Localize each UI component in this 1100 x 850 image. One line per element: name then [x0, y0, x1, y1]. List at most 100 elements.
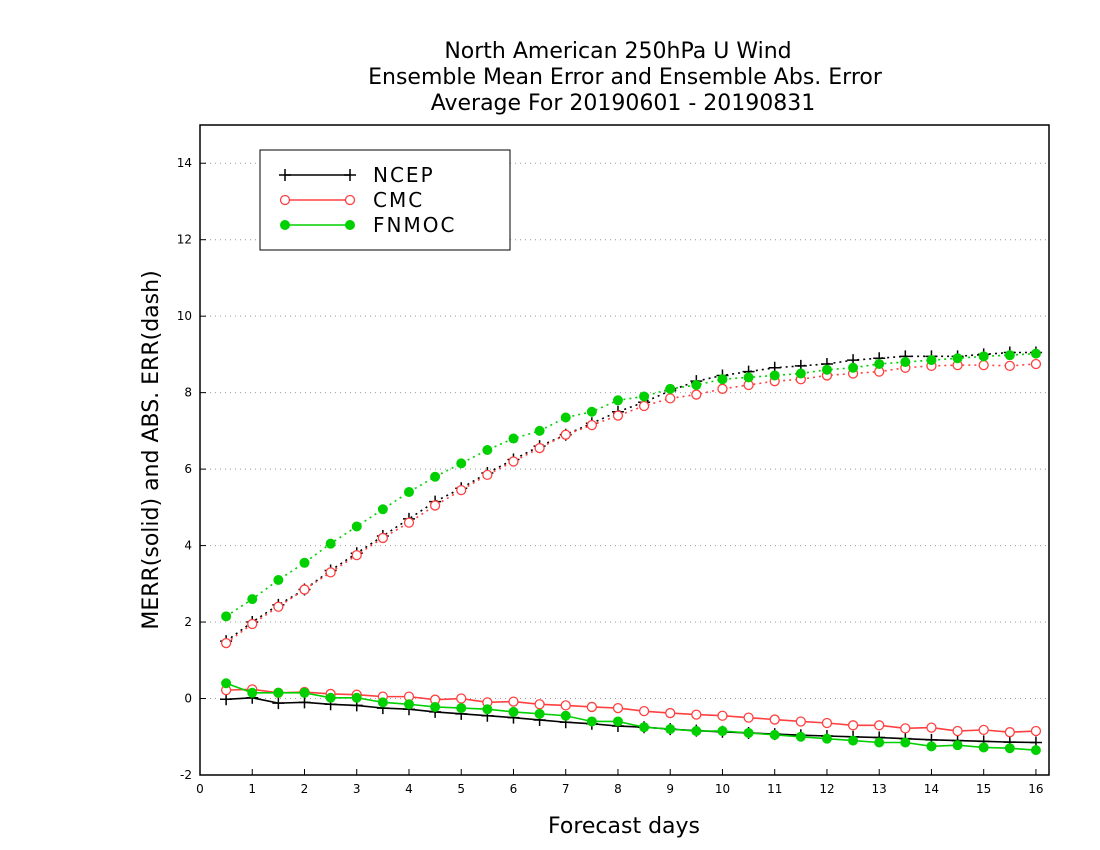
cmc-abs-err-point	[717, 383, 728, 394]
fnmoc-merr-point	[247, 687, 258, 698]
cmc-abs-err-line	[225, 363, 1036, 644]
fnmoc-abs-err-point	[900, 357, 911, 368]
fnmoc-abs-err-line	[225, 352, 1036, 617]
cmc-abs-err-point	[429, 500, 441, 511]
cmc-merr-point	[1004, 727, 1015, 738]
fnmoc-abs-err-point	[456, 458, 467, 469]
cmc-merr-point	[978, 724, 989, 736]
cmc-abs-err-point	[247, 618, 258, 630]
y-tick-label: 12	[177, 233, 192, 247]
x-tick-label: 9	[666, 782, 674, 796]
cmc-merr-point	[821, 717, 833, 729]
fnmoc-abs-err-point	[639, 391, 650, 402]
series-ncep	[220, 346, 1042, 749]
fnmoc-abs-err-point	[717, 374, 728, 385]
fnmoc-merr-point	[299, 687, 310, 698]
cmc-merr-line	[226, 688, 1036, 733]
fnmoc-merr-point	[534, 708, 545, 719]
fnmoc-merr-point	[821, 733, 832, 744]
cmc-abs-err-point	[638, 400, 650, 412]
cmc-merr-point	[638, 705, 650, 717]
title-line-1: North American 250hPa U Wind	[444, 39, 791, 64]
fnmoc-abs-err-point	[482, 445, 493, 455]
cmc-merr-point	[952, 725, 963, 737]
ncep-abs-err-line	[225, 351, 1036, 642]
cmc-merr-point	[769, 714, 780, 725]
fnmoc-abs-err-point	[874, 358, 885, 369]
cmc-merr-point	[1030, 725, 1042, 737]
ncep-merr-point	[272, 697, 285, 710]
x-tick-label: 0	[196, 782, 204, 796]
fnmoc-merr-point	[430, 701, 441, 712]
cmc-abs-err-point	[534, 442, 545, 454]
y-tick-label: 4	[184, 539, 192, 553]
cmc-merr-point	[795, 716, 806, 727]
fnmoc-merr-point	[639, 722, 650, 733]
fnmoc-merr-point	[482, 704, 493, 715]
cmc-abs-err-point	[586, 419, 597, 431]
title-line-2: Ensemble Mean Error and Ensemble Abs. Er…	[368, 65, 883, 90]
x-tick-label: 3	[353, 782, 361, 796]
fnmoc-abs-err-point	[351, 521, 362, 532]
x-axis-label: Forecast days	[548, 814, 700, 839]
fnmoc-merr-point	[900, 737, 911, 748]
series-cmc	[220, 358, 1042, 738]
plot-frame	[199, 124, 1050, 776]
cmc-abs-err-point	[220, 637, 232, 649]
fnmoc-abs-err-point	[743, 372, 754, 383]
fnmoc-abs-err-point	[926, 355, 937, 366]
ncep-merr-point	[220, 693, 233, 706]
fnmoc-merr-point	[325, 692, 336, 703]
cmc-abs-err-point	[508, 456, 519, 467]
title-line-3: Average For 20190601 - 20190831	[431, 91, 816, 116]
fnmoc-merr-point	[1004, 743, 1015, 754]
fnmoc-abs-err-point	[848, 362, 859, 373]
fnmoc-abs-err-point	[508, 433, 519, 444]
fnmoc-merr-point	[691, 726, 702, 737]
cmc-abs-err-point	[612, 410, 624, 421]
fnmoc-merr-line	[225, 682, 1036, 751]
x-tick-label: 12	[819, 782, 834, 796]
cmc-merr-point	[586, 701, 597, 713]
y-tick-label: 2	[184, 615, 192, 629]
fnmoc-merr-point	[456, 703, 467, 714]
fnmoc-abs-err-point	[221, 611, 232, 622]
legend-marker-cmc	[279, 194, 291, 206]
fnmoc-merr-point	[665, 724, 676, 735]
ncep-merr-line	[226, 696, 1036, 744]
x-tick-label: 6	[510, 782, 518, 796]
cmc-merr-point	[874, 720, 885, 731]
fnmoc-abs-err-point	[795, 368, 806, 379]
y-tick-label: 0	[184, 692, 192, 706]
fnmoc-abs-err-point	[952, 353, 963, 364]
legend-label-cmc: CMC	[373, 188, 424, 212]
fnmoc-merr-point	[351, 692, 362, 703]
cmc-abs-err-point	[978, 359, 989, 371]
fnmoc-merr-point	[1030, 745, 1041, 756]
fnmoc-merr-point	[377, 697, 388, 708]
fnmoc-abs-err-point	[560, 412, 571, 423]
fnmoc-abs-err-point	[403, 487, 414, 498]
cmc-abs-err-point	[1030, 358, 1042, 370]
fnmoc-merr-point	[273, 687, 284, 698]
fnmoc-abs-err-point	[325, 538, 336, 549]
fnmoc-merr-point	[743, 727, 754, 738]
cmc-merr-point	[612, 702, 624, 714]
fnmoc-merr-point	[717, 726, 728, 737]
fnmoc-merr-point	[586, 716, 597, 727]
cmc-abs-err-point	[351, 549, 362, 561]
fnmoc-merr-point	[769, 729, 780, 740]
x-tick-label: 10	[715, 782, 730, 796]
cmc-merr-point	[847, 720, 859, 731]
fnmoc-abs-err-point	[586, 406, 597, 417]
legend-marker-cmc	[344, 194, 356, 206]
cmc-abs-err-point	[325, 567, 336, 578]
fnmoc-abs-err-point	[769, 370, 780, 381]
fnmoc-abs-err-point	[1030, 348, 1041, 359]
cmc-merr-point	[560, 700, 571, 711]
cmc-abs-err-point	[691, 389, 702, 400]
cmc-abs-err-point	[377, 532, 389, 544]
